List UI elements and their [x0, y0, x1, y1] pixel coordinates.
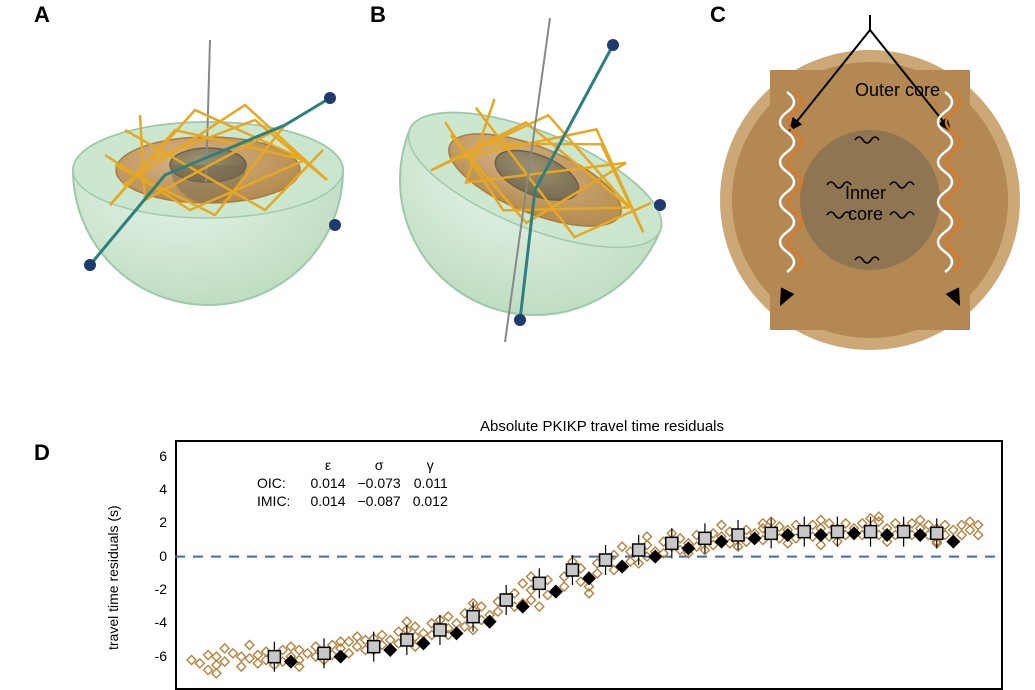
- panel-b-diagram: [375, 10, 695, 350]
- y-tick: -6: [137, 648, 167, 664]
- panel-c-outer-label: Outer core: [855, 80, 940, 101]
- y-axis-label: travel time residuals (s): [105, 505, 121, 650]
- panel-label-d: D: [34, 440, 50, 466]
- chart-title: Absolute PKIKP travel time residuals: [480, 418, 724, 435]
- y-tick: -2: [137, 581, 167, 597]
- y-tick: 2: [137, 514, 167, 530]
- panel-c-inner-label: Inner core: [845, 183, 886, 225]
- panel-a-diagram: [55, 10, 360, 330]
- y-tick: 6: [137, 448, 167, 464]
- panel-label-a: A: [34, 2, 50, 28]
- y-tick: -4: [137, 614, 167, 630]
- y-tick: 4: [137, 481, 167, 497]
- y-tick: 0: [137, 548, 167, 564]
- chart-svg: [175, 440, 1003, 690]
